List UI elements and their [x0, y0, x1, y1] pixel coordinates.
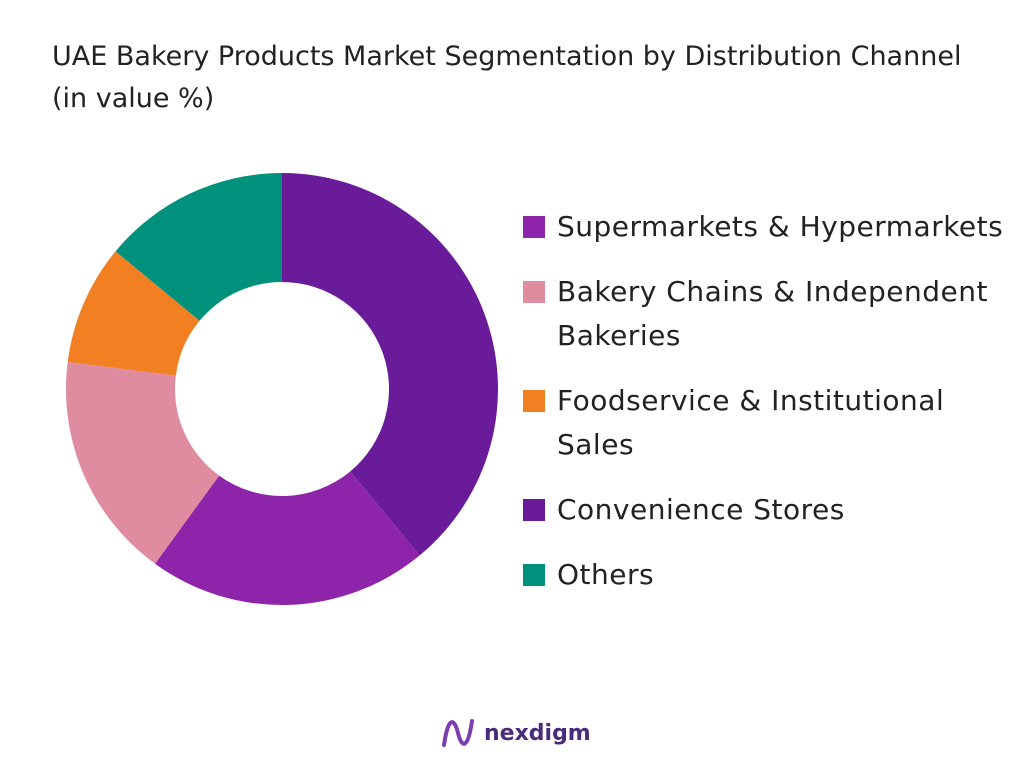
donut-slice [115, 173, 282, 321]
legend-swatch [523, 499, 545, 521]
legend-item: Foodservice & Institutional Sales [523, 379, 1013, 467]
legend-swatch [523, 564, 545, 586]
donut-slice [66, 361, 220, 564]
legend-item: Supermarkets & Hypermarkets [523, 205, 1013, 249]
donut-slice [155, 471, 420, 605]
legend-label: Foodservice & Institutional Sales [557, 384, 945, 461]
legend-item: Others [523, 553, 1013, 597]
legend-swatch [523, 281, 545, 303]
legend-label: Supermarkets & Hypermarkets [557, 210, 1004, 243]
donut-slice [67, 251, 200, 376]
legend-item: Convenience Stores [523, 488, 1013, 532]
logo-text: nexdigm [484, 720, 591, 746]
chart-title: UAE Bakery Products Market Segmentation … [52, 41, 962, 114]
legend: Supermarkets & Hypermarkets Bakery Chains… [523, 205, 1013, 618]
legend-label: Others [557, 558, 655, 591]
legend-item: Bakery Chains & Independent Bakeries [523, 270, 1013, 358]
donut-slice [282, 173, 498, 556]
legend-swatch [523, 390, 545, 412]
logo: nexdigm [440, 715, 591, 751]
legend-swatch [523, 216, 545, 238]
donut-chart [66, 173, 498, 605]
logo-icon [442, 719, 474, 747]
legend-label: Convenience Stores [557, 493, 845, 526]
legend-label: Bakery Chains & Independent Bakeries [557, 275, 988, 352]
